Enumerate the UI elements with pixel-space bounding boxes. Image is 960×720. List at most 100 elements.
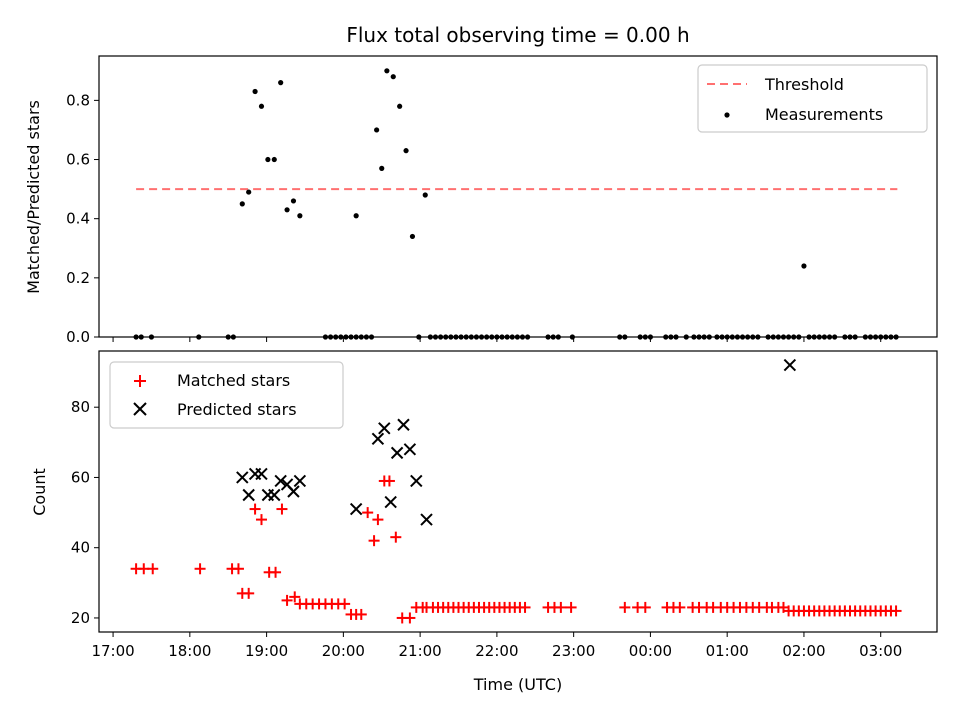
predicted-star-point <box>390 446 404 460</box>
predicted-star-point <box>420 513 433 526</box>
legend-measurements-swatch <box>724 112 730 118</box>
measurement-point <box>397 103 403 109</box>
top-y-tick-label: 0.0 <box>66 328 90 346</box>
measurement-point <box>801 263 807 269</box>
measurement-point <box>278 80 284 86</box>
matched-star-point <box>619 601 631 613</box>
x-tick-label: 20:00 <box>322 642 365 660</box>
matched-star-point <box>194 563 206 575</box>
legend-predicted-swatch <box>133 402 147 416</box>
top-legend-box <box>697 64 928 133</box>
predicted-star-point <box>287 485 300 498</box>
measurement-point <box>239 201 245 207</box>
top-y-tick-label: 0.6 <box>66 151 90 169</box>
bottom-y-tick-label: 80 <box>71 398 90 416</box>
predicted-star-point <box>384 495 397 509</box>
x-tick-label: 02:00 <box>782 642 825 660</box>
top-chart-title: Flux total observing time = 0.00 h <box>346 23 689 47</box>
measurement-point <box>379 165 385 171</box>
top-axes-frame <box>98 55 938 338</box>
measurement-point <box>258 103 265 109</box>
legend-threshold-label: Threshold <box>764 75 844 94</box>
matched-star-point <box>339 598 351 610</box>
measurement-point <box>246 189 252 195</box>
matched-star-point <box>565 601 577 613</box>
matched-star-point <box>519 601 531 613</box>
measurement-point <box>390 74 396 80</box>
predicted-star-point <box>274 474 287 488</box>
x-tick-label: 23:00 <box>552 642 595 660</box>
predicted-star-point <box>293 474 307 488</box>
x-tick-label: 19:00 <box>245 642 288 660</box>
measurement-point <box>353 213 359 219</box>
measurement-point <box>422 192 428 198</box>
x-tick-label: 22:00 <box>475 642 518 660</box>
bottom-y-axis-label: Count <box>30 468 49 516</box>
matched-star-point <box>270 566 282 578</box>
x-tick-label: 03:00 <box>859 642 902 660</box>
top-y-tick-label: 0.8 <box>66 91 90 109</box>
x-tick-label: 01:00 <box>706 642 749 660</box>
legend-matched-label: Matched stars <box>177 371 290 390</box>
matched-star-point <box>368 535 380 547</box>
measurement-point <box>271 156 277 163</box>
matched-star-point <box>276 503 288 515</box>
matched-star-point <box>890 605 902 617</box>
predicted-star-point <box>349 502 363 516</box>
predicted-stars-points <box>236 358 797 526</box>
matched-star-point <box>383 475 395 487</box>
matched-star-point <box>355 608 367 620</box>
measurement-point <box>252 88 258 95</box>
measurement-point <box>403 148 409 154</box>
matched-star-point <box>362 507 374 519</box>
measurement-point <box>290 198 297 204</box>
measurement-point <box>284 207 290 213</box>
x-tick-label: 18:00 <box>168 642 211 660</box>
matched-star-point <box>555 601 567 613</box>
legend-matched-swatch <box>134 375 146 387</box>
predicted-star-point <box>242 488 255 502</box>
matched-star-point <box>404 612 416 624</box>
measurement-point <box>384 68 390 74</box>
matched-star-point <box>289 591 301 603</box>
matched-star-point <box>243 587 255 599</box>
matched-stars-points <box>130 475 902 624</box>
matched-star-point <box>390 531 402 543</box>
bottom-legend-box <box>109 361 344 429</box>
measurement-point <box>374 127 380 133</box>
x-axis-label: Time (UTC) <box>473 675 562 694</box>
top-plot-area: 0.0 0.2 0.4 0.6 0.8 <box>66 55 938 346</box>
top-y-tick-label: 0.2 <box>66 269 90 287</box>
matched-star-point <box>249 503 261 515</box>
measurement-point <box>265 156 271 163</box>
legend-predicted-label: Predicted stars <box>177 400 297 419</box>
predicted-star-point <box>783 358 797 372</box>
bottom-y-tick-label: 20 <box>71 609 90 627</box>
predicted-star-point <box>268 488 281 502</box>
predicted-star-point <box>378 422 391 435</box>
bottom-plot-area: 20 40 60 80 17:00 18:00 19:00 20:00 21:00 22:00 2… <box>71 350 938 660</box>
x-tick-label: 21:00 <box>399 642 442 660</box>
x-tick-label: 00:00 <box>629 642 672 660</box>
matched-star-point <box>147 563 159 575</box>
predicted-star-point <box>403 443 417 456</box>
predicted-star-point <box>255 467 268 481</box>
predicted-star-point <box>410 474 423 488</box>
matched-star-point <box>372 514 384 526</box>
matched-star-point <box>255 514 267 526</box>
bottom-axes-frame <box>98 350 938 633</box>
bottom-x-ticks: 17:00 18:00 19:00 20:00 21:00 22:00 23:00 00:00… <box>91 632 902 660</box>
matched-star-point <box>232 563 244 575</box>
measurement-point <box>409 233 416 240</box>
top-y-ticks: 0.0 0.2 0.4 0.6 0.8 <box>66 91 99 346</box>
bottom-legend: Matched stars Predicted stars <box>109 361 344 429</box>
top-y-tick-label: 0.4 <box>66 210 90 228</box>
matched-star-point <box>281 594 293 606</box>
predicted-star-point <box>236 471 249 484</box>
predicted-star-point <box>397 418 410 431</box>
measurement-point <box>297 213 303 219</box>
predicted-star-point <box>371 432 385 446</box>
x-tick-label: 17:00 <box>91 642 134 660</box>
matched-star-point <box>639 601 651 613</box>
bottom-y-tick-label: 40 <box>71 539 90 557</box>
